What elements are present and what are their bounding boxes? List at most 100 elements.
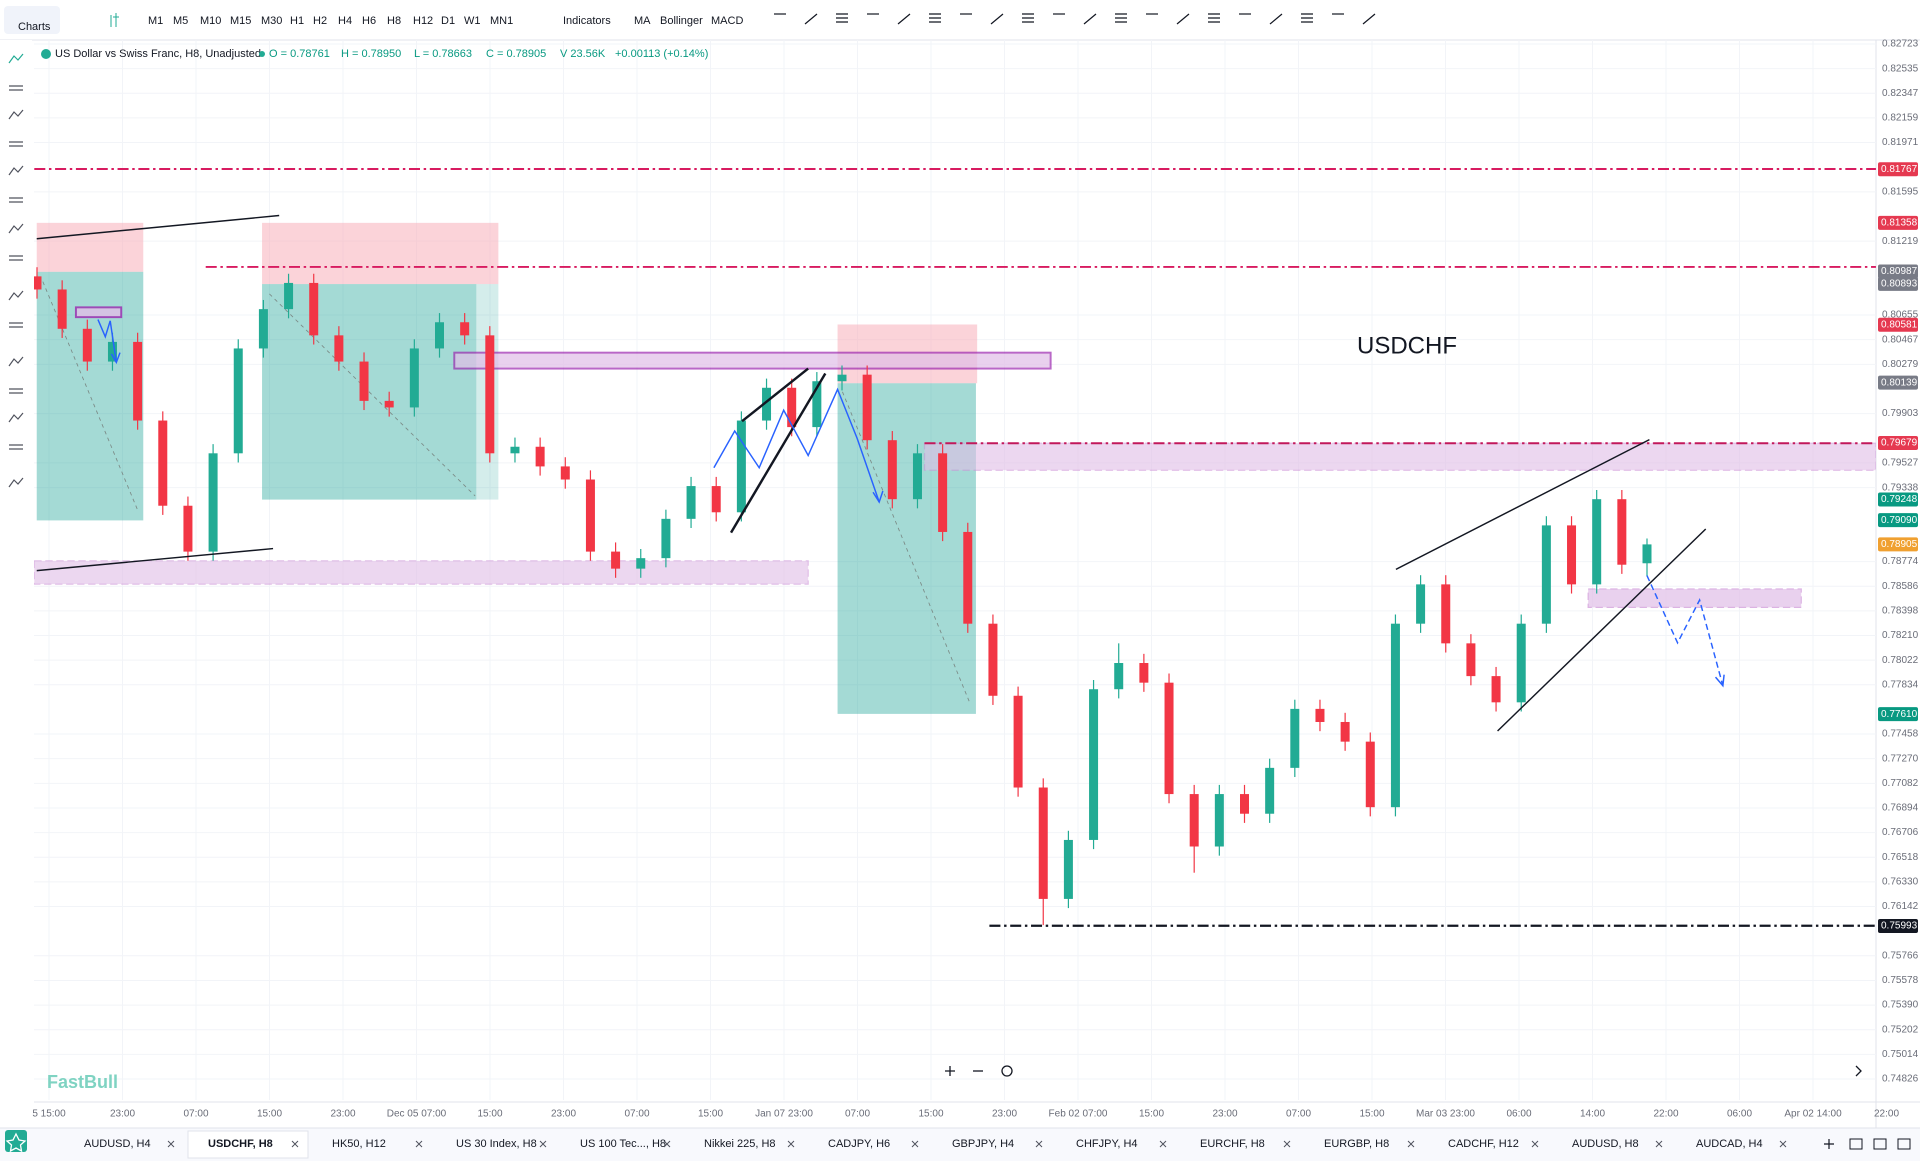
tab-close[interactable]: [663, 1140, 671, 1148]
y-tick-label: 0.78022: [1882, 655, 1919, 666]
tool-icon[interactable]: [8, 356, 24, 367]
candle-body: [1139, 663, 1149, 683]
layout-icon[interactable]: [1873, 1138, 1887, 1150]
tab-close[interactable]: [1159, 1140, 1167, 1148]
scroll-right[interactable]: [1855, 1065, 1862, 1077]
timeframe-button[interactable]: M1: [148, 15, 163, 27]
tab-label[interactable]: EURGBP, H8: [1324, 1138, 1389, 1150]
indicator-button[interactable]: MA: [634, 15, 651, 27]
price-tag-label: 0.80139: [1881, 377, 1918, 388]
tab-close[interactable]: [1779, 1140, 1787, 1148]
layout-icon[interactable]: [1897, 1138, 1911, 1150]
y-tick-label: 0.74826: [1882, 1074, 1919, 1085]
tool-icon[interactable]: [9, 255, 23, 261]
tool-icon[interactable]: [9, 141, 23, 147]
price-tag-label: 0.81358: [1881, 218, 1918, 229]
drawing-tool[interactable]: [897, 13, 911, 25]
tab-close[interactable]: [1407, 1140, 1415, 1148]
drawing-tool[interactable]: [1083, 13, 1097, 25]
tab-close[interactable]: [1655, 1140, 1663, 1148]
watchlist-button[interactable]: [5, 1130, 27, 1152]
tab-label[interactable]: CADJPY, H6: [828, 1138, 890, 1150]
timeframe-button[interactable]: M15: [230, 15, 251, 27]
drawing-tool[interactable]: [929, 13, 941, 23]
tool-icon[interactable]: [8, 53, 24, 64]
tab-close[interactable]: [415, 1140, 423, 1148]
tab-close[interactable]: [1283, 1140, 1291, 1148]
candle-body: [208, 453, 218, 552]
chart-type-icon[interactable]: [110, 13, 119, 27]
timeframe-button[interactable]: M30: [261, 15, 282, 27]
tab-close[interactable]: [1035, 1140, 1043, 1148]
tab-label[interactable]: US 100 Tec..., H8: [580, 1138, 666, 1150]
tool-icon[interactable]: [8, 412, 24, 423]
tool-icon[interactable]: [9, 444, 23, 450]
tab-close[interactable]: [787, 1140, 795, 1148]
price-tag: [1878, 537, 1918, 552]
drawing-tool[interactable]: [990, 13, 1004, 25]
tab-close[interactable]: [291, 1140, 299, 1148]
tab-label[interactable]: USDCHF, H8: [208, 1138, 273, 1150]
tab-label[interactable]: AUDUSD, H8: [1572, 1138, 1639, 1150]
tab-close[interactable]: [1531, 1140, 1539, 1148]
drawing-tool[interactable]: [1208, 13, 1220, 23]
tool-icon[interactable]: [8, 109, 24, 120]
tool-icon[interactable]: [8, 290, 24, 301]
candle-body: [1466, 643, 1476, 677]
tool-icon[interactable]: [8, 223, 24, 234]
charts-menu[interactable]: [4, 6, 60, 34]
indicator-button[interactable]: Indicators: [563, 15, 611, 27]
candle-body: [258, 309, 268, 349]
timeframe-button[interactable]: W1: [464, 15, 481, 27]
tab-label[interactable]: US 30 Index, H8: [456, 1138, 537, 1150]
candle-body: [1189, 794, 1199, 847]
tool-icon[interactable]: [8, 477, 24, 488]
drawing-tool[interactable]: [836, 13, 848, 23]
timeframe-button[interactable]: H6: [362, 15, 376, 27]
layout-icon[interactable]: [1849, 1138, 1863, 1150]
tab-label[interactable]: AUDUSD, H4: [84, 1138, 151, 1150]
zoom-in[interactable]: [945, 1066, 955, 1076]
timeframe-button[interactable]: H12: [413, 15, 433, 27]
timeframe-button[interactable]: H2: [313, 15, 327, 27]
tab-add[interactable]: [1824, 1139, 1834, 1149]
resistance-zone: [923, 442, 1876, 471]
candle-body: [1416, 584, 1426, 624]
drawing-tool[interactable]: [804, 13, 818, 25]
tab-label[interactable]: GBPJPY, H4: [952, 1138, 1014, 1150]
timeframe-button[interactable]: H8: [387, 15, 401, 27]
timeframe-button[interactable]: H1: [290, 15, 304, 27]
timeframe-button[interactable]: M5: [173, 15, 188, 27]
tool-icon[interactable]: [9, 85, 23, 91]
tab-close[interactable]: [167, 1140, 175, 1148]
tab-close[interactable]: [539, 1140, 547, 1148]
tool-icon[interactable]: [9, 388, 23, 394]
tab-label[interactable]: CHFJPY, H4: [1076, 1138, 1138, 1150]
indicator-button[interactable]: MACD: [711, 15, 743, 27]
timeframe-button[interactable]: H4: [338, 15, 352, 27]
timeframe-button[interactable]: MN1: [490, 15, 513, 27]
drawing-tool[interactable]: [1115, 13, 1127, 23]
price-tag-label: 0.77610: [1881, 709, 1918, 720]
tool-icon[interactable]: [9, 197, 23, 203]
reset-view[interactable]: [1001, 1065, 1013, 1077]
tab-label[interactable]: HK50, H12: [332, 1138, 386, 1150]
indicator-button[interactable]: Bollinger: [660, 15, 703, 27]
tab-label[interactable]: AUDCAD, H4: [1696, 1138, 1763, 1150]
drawing-tool[interactable]: [1269, 13, 1283, 25]
timeframe-button[interactable]: M10: [200, 15, 221, 27]
tab-label[interactable]: Nikkei 225, H8: [704, 1138, 776, 1150]
charts-menu-label[interactable]: Charts: [18, 21, 51, 33]
timeframe-button[interactable]: D1: [441, 15, 455, 27]
tool-icon[interactable]: [9, 322, 23, 328]
tool-icon[interactable]: [8, 165, 24, 176]
drawing-tool[interactable]: [1301, 13, 1313, 23]
drawing-tool[interactable]: [1362, 13, 1376, 25]
tab-label[interactable]: CADCHF, H12: [1448, 1138, 1519, 1150]
candle-body: [309, 282, 319, 336]
tab-label[interactable]: EURCHF, H8: [1200, 1138, 1265, 1150]
drawing-tool[interactable]: [1022, 13, 1034, 23]
tab-close[interactable]: [911, 1140, 919, 1148]
drawings-top: [36, 214, 1725, 732]
drawing-tool[interactable]: [1176, 13, 1190, 25]
